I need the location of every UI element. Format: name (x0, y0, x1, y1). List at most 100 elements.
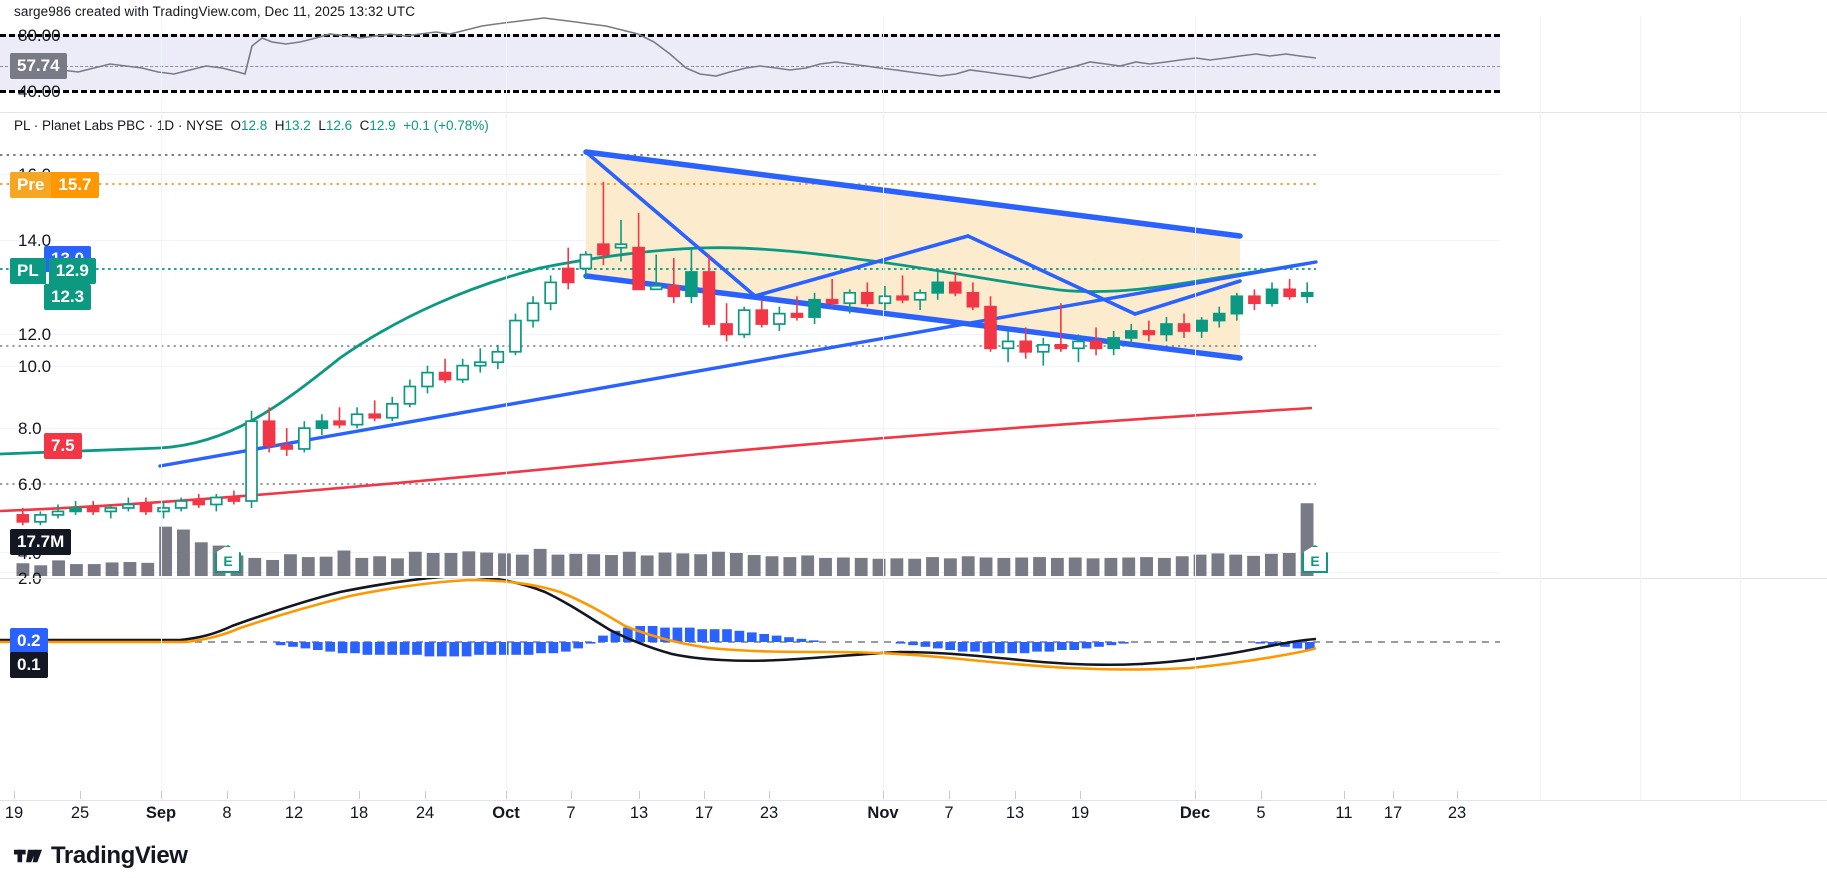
price-pane[interactable]: 16.0 Pre 15.7 14.0 13.0 PL 12.9 12.3 12.… (0, 136, 1827, 566)
candle-body[interactable] (333, 420, 346, 426)
candle-body[interactable] (825, 298, 839, 305)
candle-body[interactable] (157, 507, 170, 513)
candle-body[interactable] (245, 420, 258, 502)
candle-body[interactable] (385, 402, 399, 419)
candle-body[interactable] (1160, 323, 1173, 336)
candle-body[interactable] (1036, 343, 1050, 353)
candle-body[interactable] (192, 500, 206, 506)
candle-body[interactable] (1248, 295, 1261, 305)
candle-body[interactable] (368, 413, 381, 419)
x-axis-tick-5: 18 (349, 804, 369, 822)
x-axis-tickmark-13 (949, 791, 950, 799)
candle-body[interactable] (34, 514, 47, 523)
candle-body[interactable] (1142, 330, 1156, 336)
candle-body[interactable] (526, 302, 540, 322)
macd-histogram-bar (722, 629, 732, 642)
rsi-overbought-line (0, 34, 1500, 37)
candle-body[interactable] (280, 444, 294, 450)
candle-body[interactable] (597, 243, 610, 256)
candle-body[interactable] (702, 271, 716, 325)
candle-body[interactable] (861, 291, 874, 305)
candle-body[interactable] (122, 503, 135, 509)
candle-body[interactable] (896, 295, 909, 301)
candle-body[interactable] (685, 271, 698, 298)
volume-bar (1050, 557, 1064, 576)
candle-body[interactable] (456, 364, 469, 381)
candle-body[interactable] (210, 496, 223, 506)
candlestick-series[interactable] (0, 136, 1500, 566)
macd-histogram-bar (1118, 642, 1129, 644)
candle-body[interactable] (491, 350, 505, 364)
candle-body[interactable] (949, 281, 962, 294)
symbol-legend[interactable]: PL · Planet Labs PBC · 1D · NYSE O12.8 H… (14, 119, 489, 133)
legend-interval[interactable]: 1D (156, 118, 175, 133)
earnings-marker-right[interactable]: E (1302, 545, 1328, 573)
candle-body[interactable] (1230, 295, 1244, 315)
candle-body[interactable] (104, 507, 118, 513)
volume-bar (70, 564, 83, 576)
candle-body[interactable] (649, 285, 663, 291)
candle-body[interactable] (403, 385, 417, 405)
candle-body[interactable] (1001, 340, 1015, 350)
candle-body[interactable] (931, 281, 945, 294)
premarket-price-badge[interactable]: Pre 15.7 (10, 172, 99, 198)
candle-body[interactable] (69, 507, 82, 513)
ma-short-value-badge[interactable]: 12.3 (44, 284, 92, 310)
candle-body[interactable] (509, 319, 522, 353)
candle-body[interactable] (966, 291, 980, 308)
candle-body[interactable] (773, 312, 786, 325)
candle-body[interactable] (262, 420, 276, 447)
candle-body[interactable] (350, 413, 364, 426)
candle-body[interactable] (737, 309, 751, 336)
candle-body[interactable] (1019, 340, 1032, 353)
candle-body[interactable] (51, 510, 65, 516)
candle-body[interactable] (614, 243, 628, 249)
candle-body[interactable] (544, 281, 557, 305)
volume-bar (819, 557, 832, 576)
candle-body[interactable] (808, 298, 821, 318)
candle-body[interactable] (1072, 340, 1085, 350)
candle-body[interactable] (984, 305, 997, 350)
candle-body[interactable] (579, 253, 593, 270)
volume-bar (926, 557, 939, 576)
candle-body[interactable] (421, 371, 434, 388)
candle-body[interactable] (1089, 340, 1103, 350)
macd-histogram-bar (932, 642, 943, 649)
candle-body[interactable] (86, 507, 100, 513)
candle-body[interactable] (667, 285, 681, 298)
candle-body[interactable] (139, 503, 153, 513)
earnings-marker-left[interactable]: E (215, 545, 241, 573)
volume-bar (533, 548, 547, 576)
candle-body[interactable] (1265, 288, 1279, 305)
candle-body[interactable] (315, 420, 329, 429)
candle-body[interactable] (1195, 319, 1208, 332)
candle-body[interactable] (1107, 337, 1120, 350)
candle-body[interactable] (1177, 323, 1191, 332)
candle-body[interactable] (843, 291, 857, 305)
candle-body[interactable] (1283, 288, 1296, 298)
candle-body[interactable] (1300, 291, 1314, 298)
candle-body[interactable] (561, 267, 575, 284)
candle-body[interactable] (878, 295, 892, 305)
candle-body[interactable] (473, 361, 487, 367)
candle-body[interactable] (227, 496, 241, 502)
candle-body[interactable] (1124, 330, 1138, 339)
volume-bar (1157, 557, 1171, 576)
candle-body[interactable] (16, 514, 30, 523)
candle-body[interactable] (1212, 312, 1226, 322)
last-price-badge[interactable]: PL 12.9 (10, 258, 96, 284)
ma-long-value-badge[interactable]: 7.5 (44, 433, 82, 459)
candle-body[interactable] (632, 246, 645, 291)
candle-body[interactable] (298, 427, 311, 450)
candle-body[interactable] (720, 323, 733, 336)
candle-body[interactable] (174, 500, 188, 509)
candle-body[interactable] (790, 312, 804, 318)
vgrid-6 (1640, 16, 1641, 800)
candle-body[interactable] (913, 291, 927, 301)
candle-body[interactable] (438, 371, 452, 381)
candle-body[interactable] (755, 309, 769, 325)
x-axis[interactable]: 19 25 Sep 8 12 18 24 Oct 7 13 17 23 Nov 7 13 19 Dec 5 11 17… (0, 791, 1827, 834)
candle-body[interactable] (1054, 343, 1068, 350)
price-axis-label-12: 12.0 (18, 325, 52, 344)
legend-ticker[interactable]: PL (14, 118, 31, 133)
